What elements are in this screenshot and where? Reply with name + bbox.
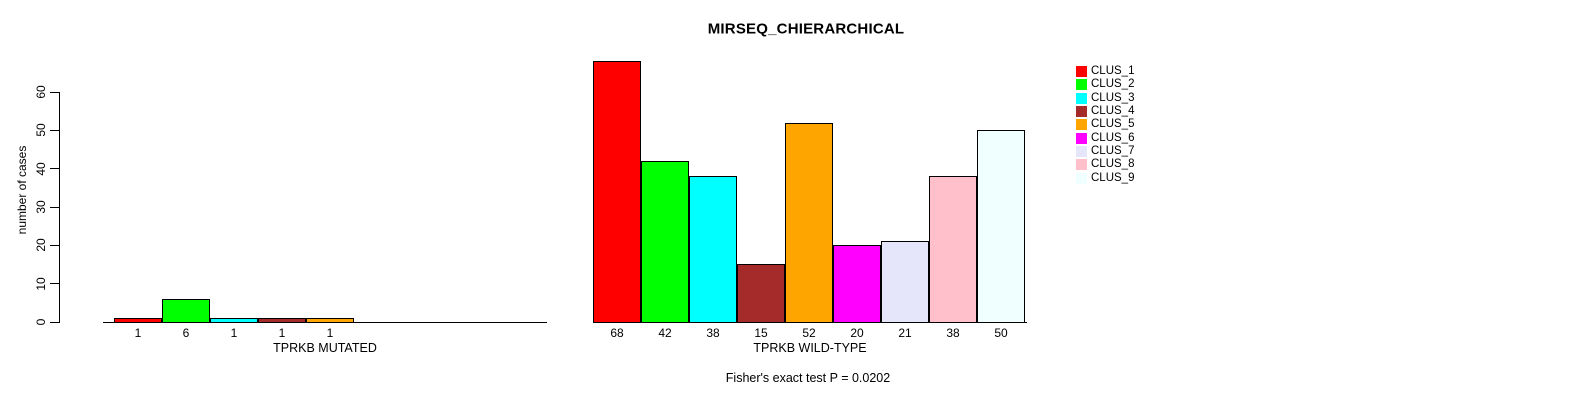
bar <box>114 318 162 323</box>
y-tick-label: 20 <box>34 238 48 253</box>
legend-swatch <box>1076 79 1087 91</box>
bar-value-label: 21 <box>898 326 912 340</box>
legend-swatch <box>1076 172 1087 184</box>
legend-label: CLUS_7 <box>1091 145 1135 158</box>
legend-item: CLUS_8 <box>1076 158 1134 171</box>
legend-swatch <box>1076 106 1087 118</box>
legend-item: CLUS_9 <box>1076 172 1134 185</box>
y-tick <box>50 129 59 131</box>
bar <box>785 123 833 323</box>
legend: CLUS_1 CLUS_2 CLUS_3 CLUS_4 CLUS_5 CLUS_6 CLUS… <box>1076 65 1134 185</box>
chart-title: MIRSEQ_CHIERARCHICAL <box>707 20 905 38</box>
x-axis-title-wildtype: TPRKB WILD-TYPE <box>753 341 867 355</box>
bar <box>977 130 1025 323</box>
y-axis-line <box>59 92 60 323</box>
legend-item: CLUS_3 <box>1076 92 1134 105</box>
legend-item: CLUS_2 <box>1076 78 1134 91</box>
y-tick <box>50 244 59 246</box>
y-tick <box>50 91 59 93</box>
y-tick <box>50 283 59 285</box>
bar-value-label: 52 <box>802 326 816 340</box>
y-tick-label: 60 <box>34 85 48 99</box>
y-tick-label: 10 <box>34 276 48 291</box>
bar-value-label: 15 <box>754 326 768 340</box>
bar-value-label: 42 <box>658 326 672 340</box>
bar-value-label: 1 <box>230 326 238 340</box>
legend-item: CLUS_1 <box>1076 65 1134 78</box>
bar-value-label: 68 <box>610 326 624 340</box>
y-tick-label: 0 <box>34 318 48 326</box>
y-axis-title: number of cases <box>15 145 29 235</box>
bar-value-label: 38 <box>706 326 720 340</box>
bar <box>929 176 977 323</box>
bar <box>593 61 641 323</box>
bar-value-label: 50 <box>994 326 1008 340</box>
bar-value-label: 1 <box>278 326 286 340</box>
y-tick-label: 30 <box>34 200 48 214</box>
bar <box>641 161 689 323</box>
bar <box>833 245 881 323</box>
y-tick-label: 40 <box>34 161 48 176</box>
bar-value-label: 6 <box>182 326 190 340</box>
legend-item: CLUS_5 <box>1076 118 1134 131</box>
y-tick-label: 50 <box>34 123 48 138</box>
legend-swatch <box>1076 66 1087 78</box>
bar-value-label: 38 <box>946 326 960 340</box>
legend-label: CLUS_9 <box>1091 171 1135 184</box>
bar <box>258 318 306 323</box>
bar-value-label: 1 <box>326 326 334 340</box>
legend-swatch <box>1076 119 1087 131</box>
y-tick <box>50 321 59 323</box>
bar <box>162 299 210 323</box>
legend-label: CLUS_4 <box>1091 105 1135 118</box>
legend-swatch <box>1076 146 1087 158</box>
legend-label: CLUS_5 <box>1091 118 1135 131</box>
legend-item: CLUS_7 <box>1076 145 1134 158</box>
legend-label: CLUS_8 <box>1091 158 1135 171</box>
bar-value-label: 1 <box>134 326 142 340</box>
legend-item: CLUS_4 <box>1076 105 1134 118</box>
legend-label: CLUS_3 <box>1091 91 1135 104</box>
legend-item: CLUS_6 <box>1076 132 1134 145</box>
footer-note: Fisher's exact test P = 0.0202 <box>725 371 891 385</box>
legend-label: CLUS_2 <box>1091 78 1135 91</box>
legend-label: CLUS_1 <box>1091 65 1135 78</box>
bar <box>306 318 354 323</box>
bar <box>689 176 737 323</box>
bar-value-label: 20 <box>850 326 864 340</box>
bar <box>881 241 929 323</box>
bar <box>210 318 258 323</box>
legend-swatch <box>1076 92 1087 104</box>
x-axis-title-mutated: TPRKB MUTATED <box>273 341 377 355</box>
y-tick <box>50 168 59 170</box>
bar <box>737 264 785 323</box>
legend-label: CLUS_6 <box>1091 131 1135 144</box>
y-tick <box>50 206 59 208</box>
legend-swatch <box>1076 132 1087 144</box>
legend-swatch <box>1076 159 1087 171</box>
